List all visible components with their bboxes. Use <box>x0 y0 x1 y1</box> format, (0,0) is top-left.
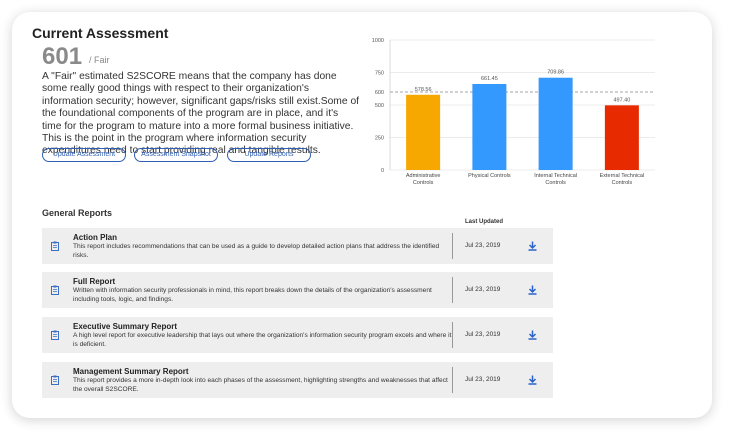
icon-clip <box>53 330 57 333</box>
icon-clip <box>53 241 57 244</box>
value-label: 709.86 <box>547 70 564 76</box>
icon-clip <box>53 285 57 288</box>
bar <box>406 94 441 170</box>
title: Current Assessment <box>32 25 169 41</box>
report-description: This report includes recommendations tha… <box>73 243 440 259</box>
icon-lines <box>53 289 57 292</box>
report-icon <box>51 285 59 295</box>
rating: / Fair <box>89 55 110 65</box>
separator <box>452 277 453 303</box>
report-description: A high level report for executive leader… <box>73 332 452 348</box>
y-tick-label: 0 <box>381 168 384 174</box>
report-row: Full Report Written with information secu… <box>42 272 553 308</box>
section-title: General Reports <box>42 208 113 218</box>
bar <box>472 84 507 170</box>
report-row: Management Summary Report This report pro… <box>42 362 553 398</box>
separator <box>452 322 453 348</box>
download-button[interactable] <box>528 375 537 385</box>
icon-lines <box>53 245 57 248</box>
icon-clip <box>53 375 57 378</box>
score: 601 <box>42 43 83 70</box>
report-row: Executive Summary Report A high level rep… <box>42 317 553 353</box>
report-date: Jul 23, 2019 <box>465 242 501 249</box>
icon-lines <box>53 379 57 382</box>
separator <box>452 367 453 393</box>
report-title: Full Report <box>73 277 116 286</box>
download-button[interactable] <box>528 330 537 340</box>
button[interactable]: Assessment Snapshot <box>134 148 218 162</box>
x-tick-label: Administrative Controls <box>405 173 441 186</box>
report-title: Management Summary Report <box>73 367 189 376</box>
y-tick-label: 250 <box>375 136 384 142</box>
report-description: This report provides a more in-depth loo… <box>73 377 448 393</box>
report-date: Jul 23, 2019 <box>465 331 501 338</box>
value-label: 578.56 <box>415 87 432 93</box>
description: A "Fair" estimated S2SCORE means that th… <box>42 71 360 157</box>
column-header: Last Updated <box>465 219 504 225</box>
y-tick-label: 1000 <box>372 38 384 44</box>
icon-body <box>51 242 59 251</box>
download-arrow <box>528 330 537 340</box>
report-title: Executive Summary Report <box>73 322 178 331</box>
button[interactable]: Update Assessment <box>42 148 126 162</box>
separator <box>452 233 453 259</box>
bar <box>604 105 639 170</box>
icon-lines <box>53 334 57 337</box>
y-tick-label: 500 <box>375 103 384 109</box>
report-description: Written with information security profes… <box>73 287 432 303</box>
download-arrow <box>528 375 537 385</box>
report-icon <box>51 375 59 385</box>
button[interactable]: Update Reports <box>227 148 311 162</box>
y-tick-label: 750 <box>375 71 384 77</box>
x-tick-label: External Technical Controls <box>599 173 645 186</box>
report-date: Jul 23, 2019 <box>465 286 501 293</box>
x-tick-label: Internal Technical Controls <box>534 173 577 186</box>
download-button[interactable] <box>528 241 537 251</box>
x-tick-label: Physical Controls <box>468 173 511 179</box>
bar <box>538 77 573 170</box>
download-button[interactable] <box>528 285 537 295</box>
icon-body <box>51 286 59 295</box>
report-icon <box>51 241 59 251</box>
report-row: Action Plan This report includes recommen… <box>42 228 553 264</box>
download-arrow <box>528 285 537 295</box>
value-label: 661.45 <box>481 76 498 82</box>
value-label: 497.40 <box>613 97 630 103</box>
icon-body <box>51 331 59 340</box>
report-title: Action Plan <box>73 233 118 242</box>
threshold-label: 600 <box>375 90 384 96</box>
download-arrow <box>528 241 537 251</box>
report-icon <box>51 330 59 340</box>
chart: 0 250 500 750 1000 600 578.56 661.45 709.86 497.4… <box>372 38 655 174</box>
report-date: Jul 23, 2019 <box>465 376 501 383</box>
icon-body <box>51 376 59 385</box>
